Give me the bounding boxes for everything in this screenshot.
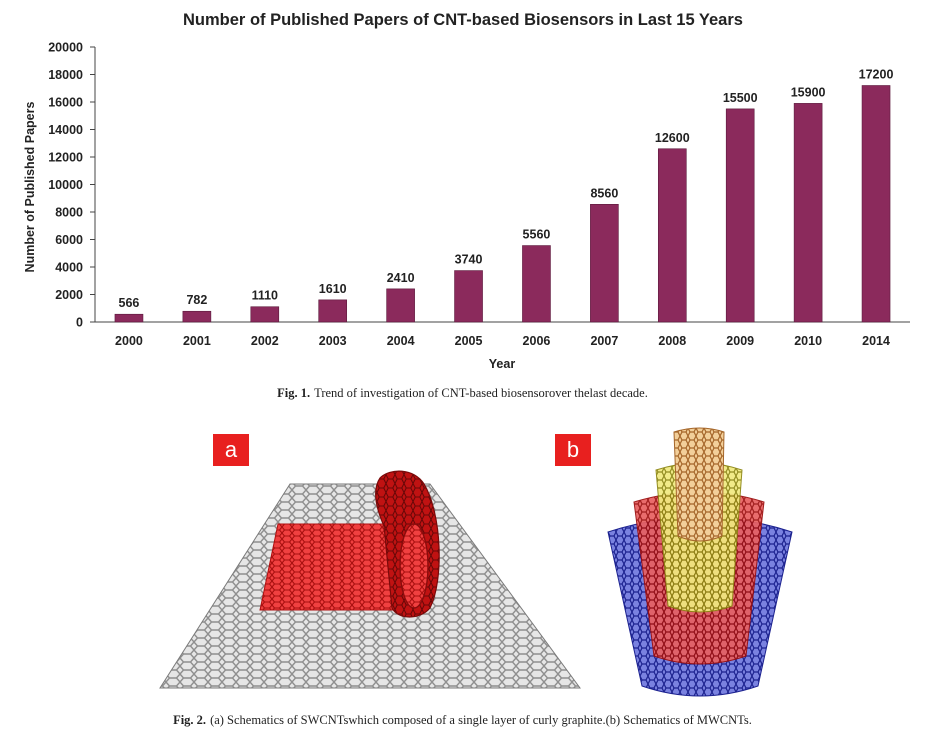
swcnt-illustration xyxy=(159,470,581,689)
y-tick-label: 6000 xyxy=(55,233,83,247)
figure-2-caption-text: (a) Schematics of SWCNTswhich composed o… xyxy=(210,713,752,727)
figure-1-caption-text: Trend of investigation of CNT-based bios… xyxy=(314,386,648,400)
bar-2002 xyxy=(250,306,280,323)
figure-2-label: Fig. 2. xyxy=(173,713,207,727)
bar-chart: Number of Published Papers of CNT-based … xyxy=(23,11,910,371)
x-tick-label: 2014 xyxy=(862,334,890,348)
bar-2001 xyxy=(182,310,212,323)
bar-2009 xyxy=(725,108,755,323)
core-tube-orange xyxy=(673,427,725,542)
figure-1-label: Fig. 1. xyxy=(277,386,311,400)
panel-label-b: b xyxy=(555,434,591,466)
y-tick-label: 18000 xyxy=(48,68,83,82)
bar-2003 xyxy=(318,299,348,323)
bar-2014 xyxy=(861,85,891,323)
y-tick-label: 12000 xyxy=(48,151,83,165)
x-tick-label: 2008 xyxy=(658,334,686,348)
bar-value-label: 5560 xyxy=(523,228,551,242)
x-tick-label: 2004 xyxy=(387,334,415,348)
chart-title: Number of Published Papers of CNT-based … xyxy=(183,11,743,29)
bar-2000 xyxy=(114,313,144,323)
x-tick-label: 2006 xyxy=(523,334,551,348)
x-tick-label: 2000 xyxy=(115,334,143,348)
bar-value-label: 8560 xyxy=(590,186,618,200)
y-tick-label: 10000 xyxy=(48,178,83,192)
x-tick-label: 2009 xyxy=(726,334,754,348)
bar-2008 xyxy=(657,148,687,323)
bar-value-label: 2410 xyxy=(387,271,415,285)
bar-2004 xyxy=(386,288,415,323)
y-tick-label: 16000 xyxy=(48,96,83,110)
bar-2010 xyxy=(793,103,823,323)
y-tick-label: 14000 xyxy=(48,123,83,137)
y-axis-label: Number of Published Papers xyxy=(23,102,37,273)
x-tick-label: 2005 xyxy=(455,334,483,348)
figure-2-caption: Fig. 2. (a) Schematics of SWCNTswhich com… xyxy=(0,713,925,728)
bar-2007 xyxy=(590,204,619,323)
bar-value-label: 1610 xyxy=(319,282,347,296)
nanotube-opening xyxy=(399,523,429,609)
bar-value-label: 15500 xyxy=(723,91,758,105)
panel-label-a: a xyxy=(213,434,249,466)
y-tick-label: 8000 xyxy=(55,206,83,220)
bar-value-label: 15900 xyxy=(791,85,826,99)
bar-value-label: 3740 xyxy=(455,253,483,267)
figure-1-caption: Fig. 1. Trend of investigation of CNT-bas… xyxy=(0,386,925,401)
mwcnt-illustration xyxy=(607,427,793,697)
x-tick-label: 2010 xyxy=(794,334,822,348)
y-tick-label: 2000 xyxy=(55,288,83,302)
y-tick-label: 4000 xyxy=(55,261,83,275)
x-axis-label: Year xyxy=(489,357,516,371)
bar-value-label: 782 xyxy=(186,293,207,307)
bar-2005 xyxy=(454,270,483,323)
bar-value-label: 17200 xyxy=(859,68,894,82)
y-tick-label: 0 xyxy=(76,316,83,330)
x-tick-label: 2003 xyxy=(319,334,347,348)
bar-value-label: 12600 xyxy=(655,131,690,145)
bar-value-label: 566 xyxy=(119,296,140,310)
x-tick-label: 2001 xyxy=(183,334,211,348)
x-tick-label: 2002 xyxy=(251,334,279,348)
bar-value-label: 1110 xyxy=(252,289,278,303)
bar-2006 xyxy=(522,245,551,323)
y-tick-label: 20000 xyxy=(48,41,83,55)
x-tick-label: 2007 xyxy=(590,334,618,348)
